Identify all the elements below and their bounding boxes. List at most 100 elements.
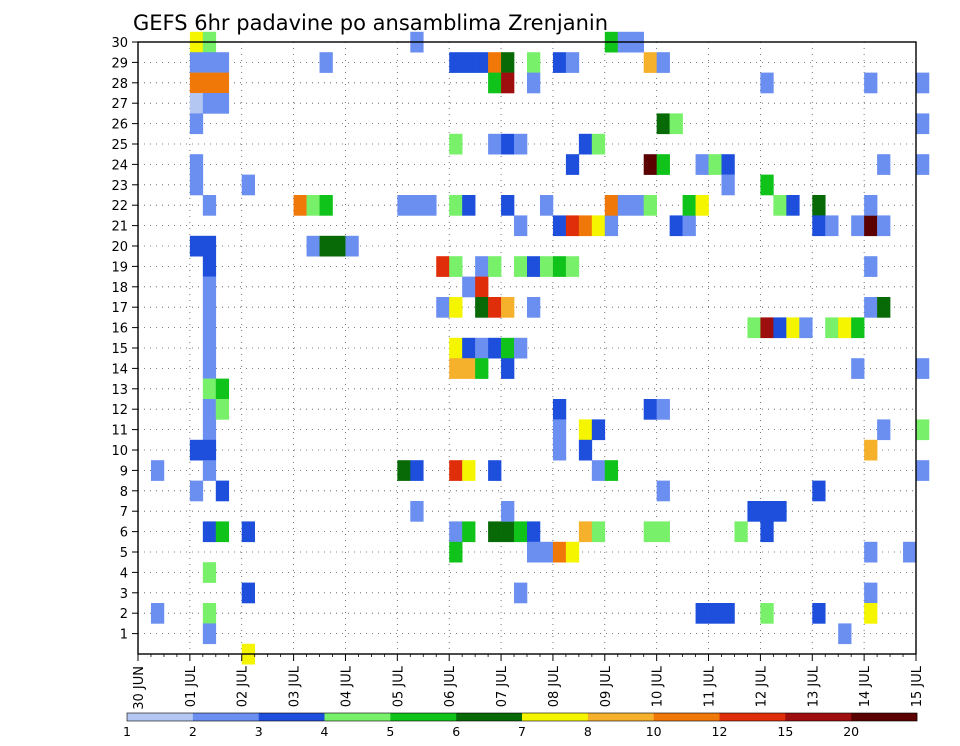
precip-cell bbox=[812, 603, 826, 624]
precip-cell bbox=[916, 72, 930, 94]
legend-swatch bbox=[719, 713, 786, 721]
precip-cell bbox=[604, 460, 619, 481]
legend-swatch bbox=[851, 713, 918, 721]
precip-cell bbox=[410, 501, 424, 522]
precip-cell bbox=[721, 174, 735, 196]
precip-cell bbox=[475, 52, 489, 73]
precip-cell bbox=[578, 215, 593, 237]
precip-cell bbox=[773, 501, 787, 522]
precip-cell bbox=[851, 358, 865, 379]
precip-cell bbox=[812, 215, 826, 237]
precip-cell bbox=[501, 195, 515, 216]
precip-cell bbox=[501, 337, 515, 359]
precip-cell bbox=[578, 521, 593, 543]
precip-cell bbox=[864, 439, 878, 461]
precip-cell bbox=[462, 521, 476, 543]
precip-cell bbox=[643, 154, 657, 175]
legend-label: 4 bbox=[321, 724, 329, 739]
precip-cell bbox=[539, 256, 554, 277]
precip-cell bbox=[202, 358, 217, 379]
y-tick-label: 27 bbox=[111, 97, 128, 112]
precip-cell bbox=[578, 419, 593, 441]
precip-cell bbox=[527, 256, 541, 277]
precip-cell bbox=[916, 358, 930, 379]
x-tick-label: 06 JUL bbox=[443, 665, 458, 707]
precip-cell bbox=[643, 52, 657, 73]
precip-cell bbox=[501, 501, 515, 522]
precip-cell bbox=[760, 174, 774, 196]
x-tick-label: 01 JUL bbox=[184, 665, 199, 707]
precip-cell bbox=[799, 317, 813, 339]
precip-cell bbox=[189, 480, 204, 502]
legend-label: 1 bbox=[123, 724, 131, 739]
precip-cell bbox=[215, 480, 230, 502]
precip-cell bbox=[851, 215, 865, 237]
legend-label: 8 bbox=[584, 724, 592, 739]
x-tick-label: 14 JUL bbox=[858, 665, 873, 707]
legend-swatch bbox=[785, 713, 852, 721]
precip-cell bbox=[552, 419, 567, 441]
precip-cell bbox=[397, 460, 411, 481]
precip-cell bbox=[552, 52, 567, 73]
precip-cell bbox=[189, 235, 204, 257]
precip-cell bbox=[150, 603, 165, 624]
precip-cell bbox=[202, 195, 217, 216]
precip-cell bbox=[877, 297, 891, 318]
precip-cell bbox=[604, 195, 619, 216]
legend-swatch bbox=[456, 713, 523, 721]
precip-cell bbox=[656, 521, 670, 543]
precip-cell bbox=[150, 460, 165, 481]
precip-cell bbox=[721, 603, 735, 624]
precip-cell bbox=[475, 256, 489, 277]
precip-cell bbox=[539, 541, 554, 563]
legend-border bbox=[126, 712, 918, 722]
precip-cell bbox=[578, 439, 593, 461]
precip-cell bbox=[864, 603, 878, 624]
legend-swatch bbox=[522, 713, 589, 721]
precip-cell bbox=[293, 195, 307, 216]
precip-cell bbox=[397, 195, 411, 216]
legend-label: 20 bbox=[843, 724, 859, 739]
precip-cell bbox=[319, 235, 333, 257]
precip-cell bbox=[877, 419, 891, 441]
precip-cell bbox=[838, 317, 852, 339]
precip-cell bbox=[552, 541, 567, 563]
precip-cell bbox=[215, 521, 230, 543]
color-legend: 1 2 3 4 5 6 7 8 10 12 15 20 bbox=[123, 712, 918, 739]
chart-title: GEFS 6hr padavine po ansamblima Zrenjani… bbox=[133, 11, 608, 35]
precip-cell bbox=[241, 174, 255, 196]
x-tick-label: 11 JUL bbox=[703, 665, 718, 707]
precip-cell bbox=[825, 215, 839, 237]
precip-cell bbox=[903, 541, 917, 563]
precip-cell bbox=[812, 480, 826, 502]
precip-cell bbox=[643, 195, 657, 216]
precip-cell bbox=[669, 215, 683, 237]
precip-cell bbox=[202, 297, 217, 318]
precip-cell bbox=[319, 195, 333, 216]
precip-cell bbox=[591, 419, 606, 441]
precip-cell bbox=[202, 72, 217, 94]
legend-label: 5 bbox=[386, 724, 394, 739]
precip-cell bbox=[449, 521, 463, 543]
y-tick-label: 10 bbox=[111, 444, 128, 459]
precip-cell bbox=[708, 603, 722, 624]
precip-cell bbox=[215, 72, 230, 94]
precip-cell bbox=[202, 419, 217, 441]
precip-cell bbox=[514, 582, 528, 604]
precip-cell bbox=[189, 52, 204, 73]
precip-cell bbox=[591, 521, 606, 543]
precip-cell bbox=[345, 235, 359, 257]
precip-cell bbox=[916, 113, 930, 135]
precip-cell bbox=[695, 154, 709, 175]
precip-cell bbox=[760, 521, 774, 543]
precip-cell bbox=[773, 195, 787, 216]
precip-cell bbox=[786, 195, 800, 216]
precip-cell bbox=[591, 133, 606, 155]
precip-cell bbox=[449, 337, 463, 359]
precip-cell bbox=[488, 460, 502, 481]
precip-cell bbox=[682, 195, 696, 216]
precip-cell bbox=[202, 460, 217, 481]
precip-cell bbox=[202, 521, 217, 543]
precip-cell bbox=[864, 215, 878, 237]
precip-cell bbox=[241, 582, 255, 604]
